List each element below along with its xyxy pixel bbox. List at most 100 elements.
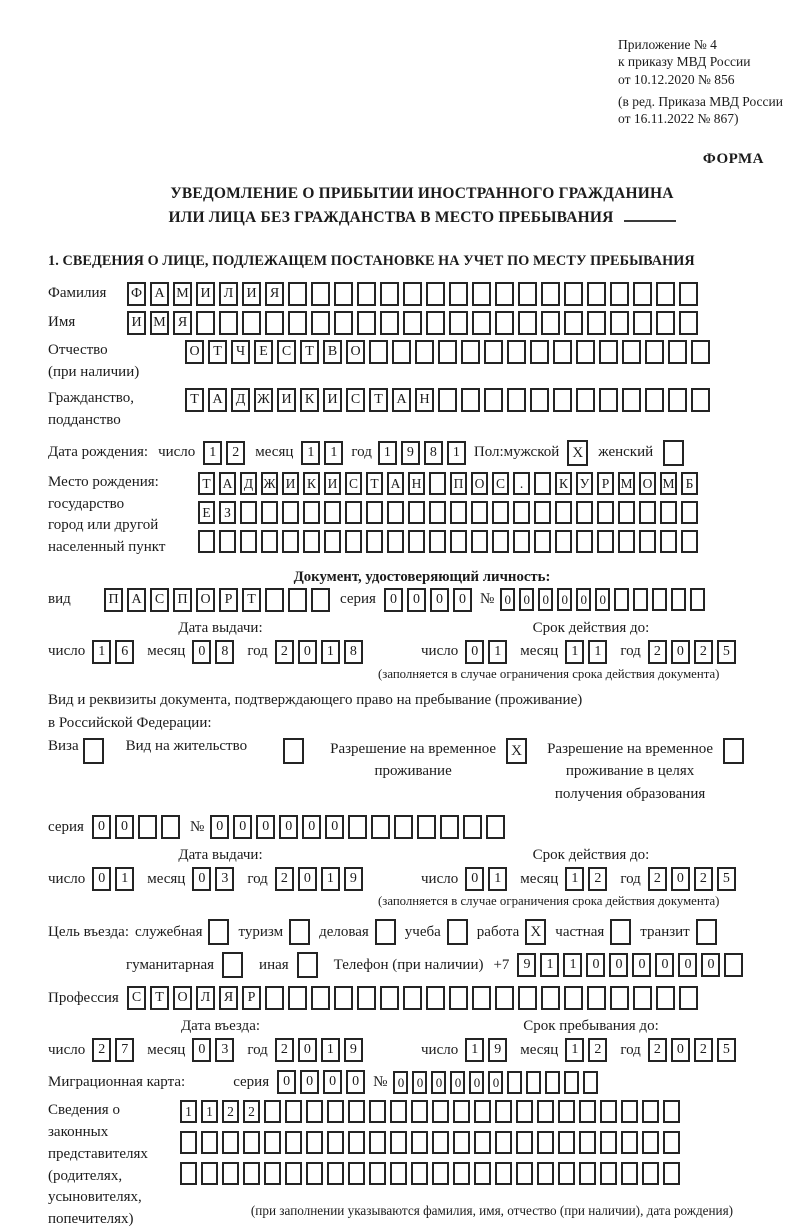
char-box[interactable] xyxy=(691,388,710,413)
char-box[interactable] xyxy=(507,339,526,364)
char-box[interactable] xyxy=(541,281,560,306)
char-box[interactable] xyxy=(534,500,551,524)
char-box[interactable]: Е xyxy=(254,339,273,364)
char-box[interactable]: А xyxy=(219,471,236,495)
char-box[interactable] xyxy=(265,986,284,1011)
char-box[interactable] xyxy=(371,815,391,840)
char-box[interactable]: 3 xyxy=(215,1038,235,1063)
char-box[interactable] xyxy=(429,529,446,553)
char-box[interactable]: 7 xyxy=(115,1038,135,1063)
char-box[interactable]: 2 xyxy=(647,867,667,892)
char-box[interactable] xyxy=(390,1100,407,1124)
char-box[interactable]: И xyxy=(282,471,299,495)
rvp-checkbox[interactable]: X xyxy=(506,737,528,764)
char-box[interactable]: 9 xyxy=(488,1038,508,1063)
char-box[interactable]: 9 xyxy=(343,867,363,892)
char-box[interactable] xyxy=(472,281,491,306)
char-box[interactable] xyxy=(645,388,664,413)
char-box[interactable]: 0 xyxy=(670,1038,690,1063)
char-box[interactable] xyxy=(495,310,514,335)
char-box[interactable] xyxy=(495,281,514,306)
char-box[interactable]: 1 xyxy=(92,639,112,664)
char-box[interactable] xyxy=(534,529,551,553)
char-box[interactable] xyxy=(461,339,480,364)
char-box[interactable] xyxy=(429,471,446,495)
char-box[interactable]: 2 xyxy=(92,1038,112,1063)
char-box[interactable]: 0 xyxy=(346,1070,366,1095)
char-box[interactable]: К xyxy=(303,471,320,495)
char-box[interactable]: 0 xyxy=(557,588,573,612)
char-box[interactable]: А xyxy=(387,471,404,495)
char-box[interactable]: 0 xyxy=(323,1070,343,1095)
char-box[interactable]: И xyxy=(242,281,261,306)
char-box[interactable] xyxy=(558,1162,575,1186)
char-box[interactable] xyxy=(453,1131,470,1155)
char-box[interactable]: 3 xyxy=(215,867,235,892)
char-box[interactable] xyxy=(621,1100,638,1124)
char-box[interactable]: Л xyxy=(196,986,215,1011)
char-box[interactable] xyxy=(461,388,480,413)
char-box[interactable]: 0 xyxy=(325,815,345,840)
char-box[interactable] xyxy=(633,986,652,1011)
char-box[interactable]: 0 xyxy=(406,587,426,612)
char-box[interactable] xyxy=(583,1070,599,1094)
purpose-official-checkbox[interactable] xyxy=(208,919,230,946)
char-box[interactable] xyxy=(327,1162,344,1186)
char-box[interactable] xyxy=(691,339,710,364)
char-box[interactable] xyxy=(453,1100,470,1124)
char-box[interactable] xyxy=(201,1162,218,1186)
char-box[interactable] xyxy=(137,815,157,840)
char-box[interactable]: А xyxy=(127,587,146,612)
char-box[interactable]: 0 xyxy=(92,867,112,892)
char-box[interactable] xyxy=(621,1131,638,1155)
char-box[interactable] xyxy=(222,1162,239,1186)
char-box[interactable] xyxy=(327,1131,344,1155)
char-box[interactable]: Р xyxy=(242,986,261,1011)
char-box[interactable]: Т xyxy=(242,587,261,612)
char-box[interactable] xyxy=(392,339,411,364)
char-box[interactable]: А xyxy=(150,281,169,306)
char-box[interactable] xyxy=(265,587,284,612)
char-box[interactable]: 9 xyxy=(400,440,420,465)
char-box[interactable] xyxy=(411,1162,428,1186)
char-box[interactable]: К xyxy=(555,471,572,495)
char-box[interactable]: 0 xyxy=(91,815,111,840)
char-box[interactable] xyxy=(450,500,467,524)
char-box[interactable] xyxy=(579,1131,596,1155)
char-box[interactable] xyxy=(432,1100,449,1124)
char-box[interactable] xyxy=(369,339,388,364)
char-box[interactable] xyxy=(311,281,330,306)
char-box[interactable] xyxy=(663,1131,680,1155)
char-box[interactable] xyxy=(518,281,537,306)
char-box[interactable] xyxy=(516,1100,533,1124)
char-box[interactable] xyxy=(369,1100,386,1124)
char-box[interactable]: Р xyxy=(219,587,238,612)
char-box[interactable] xyxy=(357,986,376,1011)
char-box[interactable] xyxy=(285,1100,302,1124)
char-box[interactable]: С xyxy=(492,471,509,495)
char-box[interactable] xyxy=(652,588,668,612)
char-box[interactable] xyxy=(690,588,706,612)
char-box[interactable]: И xyxy=(196,281,215,306)
char-box[interactable] xyxy=(403,310,422,335)
char-box[interactable]: 1 xyxy=(115,867,135,892)
char-box[interactable] xyxy=(656,281,675,306)
char-box[interactable] xyxy=(285,1162,302,1186)
char-box[interactable] xyxy=(311,986,330,1011)
char-box[interactable] xyxy=(261,529,278,553)
char-box[interactable] xyxy=(285,1131,302,1155)
char-box[interactable] xyxy=(264,1131,281,1155)
char-box[interactable] xyxy=(324,500,341,524)
char-box[interactable]: 0 xyxy=(393,1070,409,1094)
char-box[interactable] xyxy=(348,815,368,840)
char-box[interactable] xyxy=(597,529,614,553)
purpose-work-checkbox[interactable]: X xyxy=(525,919,547,946)
char-box[interactable] xyxy=(513,529,530,553)
char-box[interactable] xyxy=(438,388,457,413)
char-box[interactable] xyxy=(306,1131,323,1155)
char-box[interactable]: М xyxy=(618,471,635,495)
char-box[interactable] xyxy=(484,388,503,413)
char-box[interactable] xyxy=(518,310,537,335)
char-box[interactable] xyxy=(201,1131,218,1155)
char-box[interactable]: К xyxy=(300,388,319,413)
